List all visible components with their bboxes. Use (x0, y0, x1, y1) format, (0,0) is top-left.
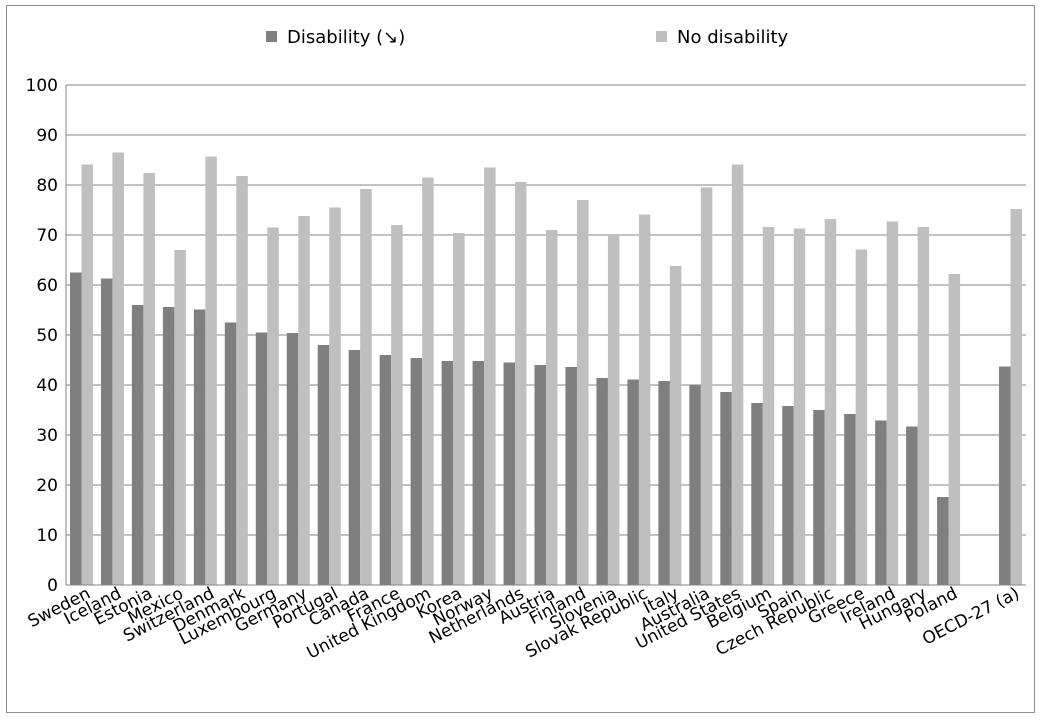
bar-no-disability (793, 228, 806, 585)
bar-no-disability (917, 227, 930, 585)
bar-no-disability (638, 214, 651, 585)
bar-disability (193, 309, 206, 585)
bar-disability (131, 305, 144, 585)
bar-no-disability (515, 182, 527, 585)
axes (65, 85, 1026, 586)
bar-no-disability (886, 221, 899, 585)
bar-no-disability (576, 200, 589, 585)
legend-label-disability: Disability (↘) (287, 27, 405, 48)
bar-no-disability (546, 230, 558, 585)
bars (69, 152, 1023, 585)
bar-no-disability (1010, 209, 1023, 585)
bar-disability (565, 367, 577, 585)
bar-disability (286, 333, 299, 585)
bar-disability (751, 403, 763, 585)
bar-no-disability (669, 266, 682, 585)
bar-disability (720, 392, 732, 585)
y-tick-label: 80 (36, 176, 58, 196)
bar-no-disability (948, 274, 961, 585)
bar-no-disability (81, 164, 93, 585)
y-tick-label: 10 (36, 526, 58, 546)
bar-disability (317, 345, 330, 585)
legend-swatch-no-disability (656, 31, 667, 42)
y-tick-label: 30 (36, 426, 58, 446)
bar-no-disability (607, 236, 620, 585)
bar-no-disability (143, 173, 155, 585)
bar-disability (472, 361, 485, 585)
bar-disability (162, 307, 175, 585)
y-tick-label: 100 (26, 76, 58, 96)
bar-no-disability (298, 216, 310, 585)
legend-swatch-disability (266, 31, 277, 42)
bar-no-disability (112, 152, 124, 585)
bar-disability (348, 350, 361, 585)
bar-disability (410, 358, 423, 585)
y-tick-label: 50 (36, 326, 58, 346)
bar-disability (255, 332, 268, 585)
bar-no-disability (391, 225, 403, 585)
bar-no-disability (855, 249, 868, 585)
bar-no-disability (360, 189, 372, 585)
bar-no-disability (700, 187, 713, 585)
bar-disability (782, 406, 794, 585)
bar-disability (441, 361, 454, 585)
y-tick-labels: 0 10 20 30 40 50 60 70 80 90 100 (26, 76, 58, 596)
bar-disability (844, 414, 856, 585)
bar-disability (224, 322, 237, 585)
legend-label-no-disability: No disability (677, 27, 789, 48)
bar-disability (689, 385, 701, 585)
bar-no-disability (484, 167, 496, 585)
y-tick-label: 60 (36, 276, 58, 296)
bar-no-disability (422, 177, 434, 585)
bar-disability (627, 379, 639, 585)
bar-no-disability (731, 164, 744, 585)
y-tick-label: 70 (36, 226, 58, 246)
bar-no-disability (762, 227, 775, 585)
category-labels: SwedenIcelandEstoniaMexicoSwitzerlandDen… (25, 584, 1023, 664)
y-tick-label: 40 (36, 376, 58, 396)
bar-no-disability (174, 250, 186, 585)
y-tick-label: 0 (47, 576, 58, 596)
bar-disability (379, 355, 392, 585)
bar-disability (503, 362, 516, 585)
bar-no-disability (824, 219, 837, 585)
bar-no-disability (267, 227, 279, 585)
y-tick-label: 20 (36, 476, 58, 496)
bar-no-disability (236, 176, 248, 585)
bar-no-disability (205, 156, 217, 585)
bar-disability (906, 426, 918, 585)
bar-disability (658, 381, 670, 585)
bar-disability (937, 497, 949, 585)
bar-disability (999, 366, 1011, 585)
y-tick-label: 90 (36, 126, 58, 146)
bar-disability (100, 278, 113, 585)
bar-disability (69, 272, 82, 585)
bar-disability (534, 365, 546, 585)
bar-disability (875, 420, 887, 585)
bar-disability (596, 378, 608, 585)
bar-no-disability (453, 233, 465, 585)
bar-disability (813, 410, 825, 585)
legend: Disability (↘) No disability (266, 27, 789, 48)
bar-no-disability (329, 207, 341, 585)
